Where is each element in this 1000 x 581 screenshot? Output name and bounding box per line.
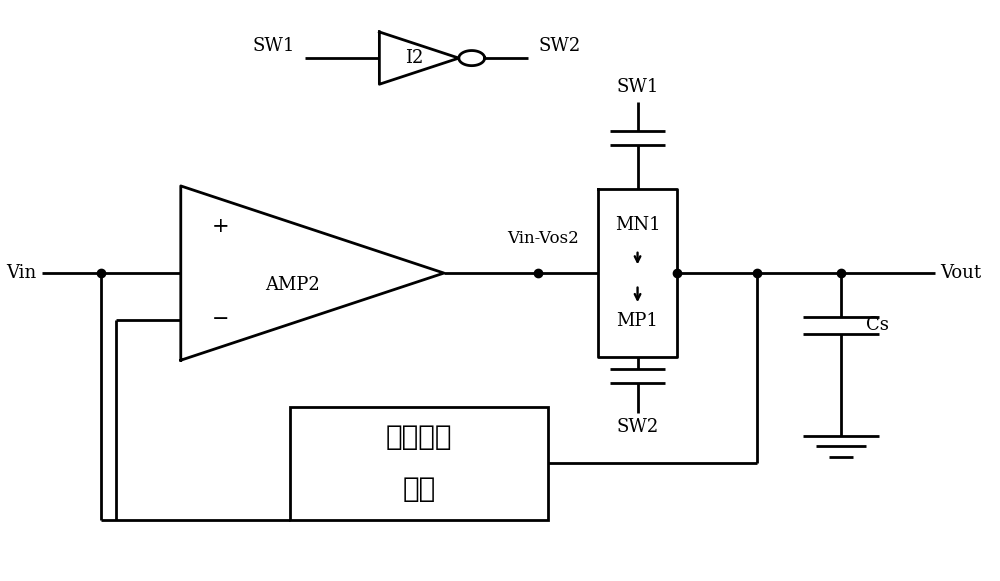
Text: 模块: 模块: [402, 475, 436, 504]
Text: SW1: SW1: [616, 78, 659, 96]
Text: Vin-Vos2: Vin-Vos2: [507, 230, 579, 247]
Text: −: −: [212, 310, 229, 329]
Text: SW2: SW2: [538, 38, 581, 55]
Text: 失调消除: 失调消除: [386, 423, 452, 451]
Text: Vin: Vin: [7, 264, 37, 282]
Text: I2: I2: [405, 49, 423, 67]
Text: SW1: SW1: [253, 38, 295, 55]
Text: MP1: MP1: [617, 312, 658, 330]
Bar: [290, 407, 548, 520]
Text: Cs: Cs: [866, 317, 889, 334]
Text: AMP2: AMP2: [265, 276, 320, 293]
Text: Vout: Vout: [940, 264, 982, 282]
Text: MN1: MN1: [615, 216, 660, 234]
Text: +: +: [212, 217, 229, 236]
Text: SW2: SW2: [616, 418, 659, 436]
